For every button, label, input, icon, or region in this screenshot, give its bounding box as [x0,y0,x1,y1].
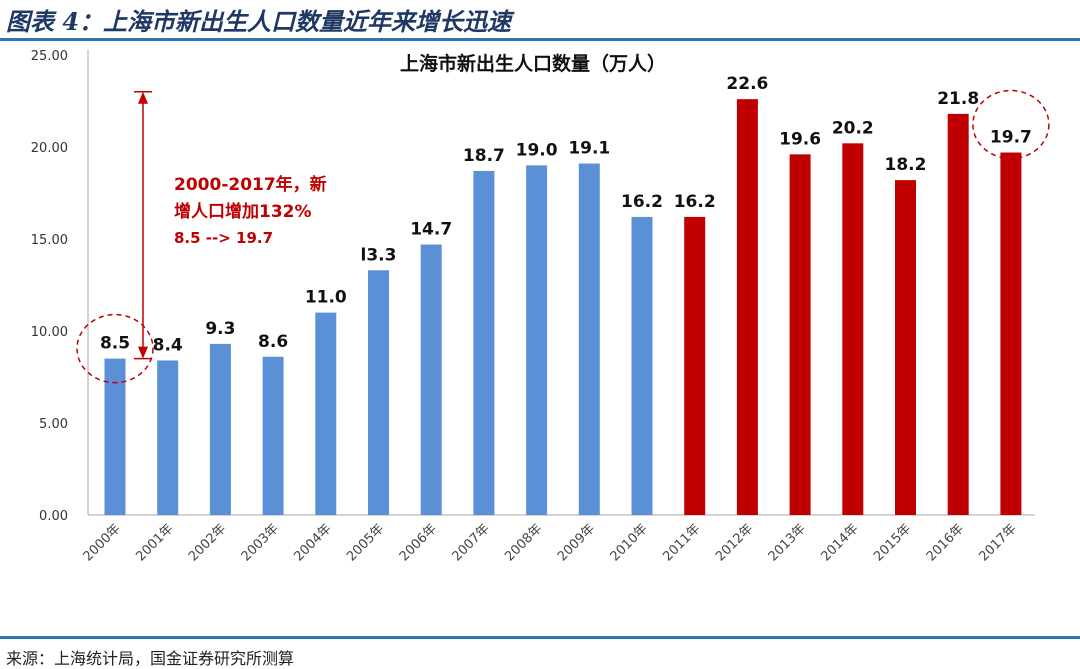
data-label: 19.1 [568,139,610,159]
bar-2006年 [420,244,442,515]
data-label: 19.6 [779,129,821,149]
x-tick-label: 2015年 [871,521,914,564]
y-tick-label: 5.00 [39,417,68,432]
y-tick-label: 25.00 [31,49,68,64]
bar-2001年 [157,360,179,515]
x-tick-label: 2010年 [608,521,651,564]
bar-2012年 [736,99,758,515]
annotation-line: 2000-2017年，新 [174,174,327,195]
x-tick-label: 2007年 [450,521,493,564]
highlight-circle-2000 [76,313,154,384]
x-tick-label: 2014年 [818,521,861,564]
bar-2003年 [262,356,284,515]
data-label: 14.7 [410,220,452,240]
x-tick-label: 2011年 [660,521,703,564]
x-tick-label: 2008年 [502,521,545,564]
chart-title: 上海市新出生人口数量（万人） [400,52,666,75]
growth-arrow-head-top [138,91,148,104]
x-tick-label: 2016年 [924,521,967,564]
data-label: 8.4 [153,335,183,355]
bar-2010年 [631,216,653,516]
bar-2016年 [947,113,969,515]
bar-2014年 [842,143,864,515]
x-tick-label: 2017年 [977,521,1020,564]
data-label: 16.2 [621,192,663,212]
x-tick-label: 2004年 [291,521,334,564]
y-tick-label: 20.00 [31,141,68,156]
data-label: 20.2 [832,118,874,138]
data-label: 19.0 [516,140,558,160]
data-label: 22.6 [726,74,768,94]
bar-2002年 [209,343,231,515]
x-tick-label: 2003年 [239,521,282,564]
bar-2009年 [578,163,600,515]
data-label: 18.2 [885,155,927,175]
data-label: 16.2 [674,192,716,212]
bar-2005年 [368,270,389,515]
growth-arrow-head-bottom [138,346,148,359]
bar-2007年 [473,170,495,516]
data-label: 19.7 [990,128,1032,148]
data-label: 11.0 [305,288,347,308]
x-tick-label: 2005年 [344,521,387,564]
data-label: 21.8 [937,89,979,109]
source-note: 来源：上海统计局，国金证券研究所测算 [6,649,295,668]
bar-2017年 [1000,152,1022,515]
annotation-line: 8.5 --> 19.7 [174,229,273,247]
data-label: l3.3 [361,245,397,265]
x-tick-label: 2006年 [397,521,440,564]
data-label: 18.7 [463,146,505,166]
bar-2004年 [315,312,337,515]
bar-2011年 [684,216,706,516]
x-tick-label: 2013年 [766,521,809,564]
data-label: 8.5 [100,334,130,354]
bar-2015年 [895,180,916,515]
x-tick-label: 2012年 [713,521,756,564]
annotation-line: 增人口增加132% [174,201,312,222]
y-tick-label: 10.00 [31,325,68,340]
y-tick-label: 0.00 [39,509,68,524]
figure-title: 图表 4：上海市新出生人口数量近年来增长迅速 [6,7,512,36]
bottom-rule [0,636,1080,639]
x-tick-label: 2009年 [555,521,598,564]
x-tick-label: 2001年 [133,521,176,564]
bar-2000年 [104,358,126,515]
bar-chart: 上海市新出生人口数量（万人） 0.00 5.00 10.00 15.00 20.00 25.… [31,49,1050,564]
data-label: 9.3 [205,319,235,339]
data-label: 8.6 [258,332,288,352]
x-tick-label: 2000年 [81,521,124,564]
highlight-circle-2017 [972,89,1050,160]
bar-2008年 [526,165,548,515]
top-rule [0,38,1080,41]
y-tick-label: 15.00 [31,233,68,248]
x-tick-label: 2002年 [186,521,229,564]
bar-2013年 [789,154,811,516]
